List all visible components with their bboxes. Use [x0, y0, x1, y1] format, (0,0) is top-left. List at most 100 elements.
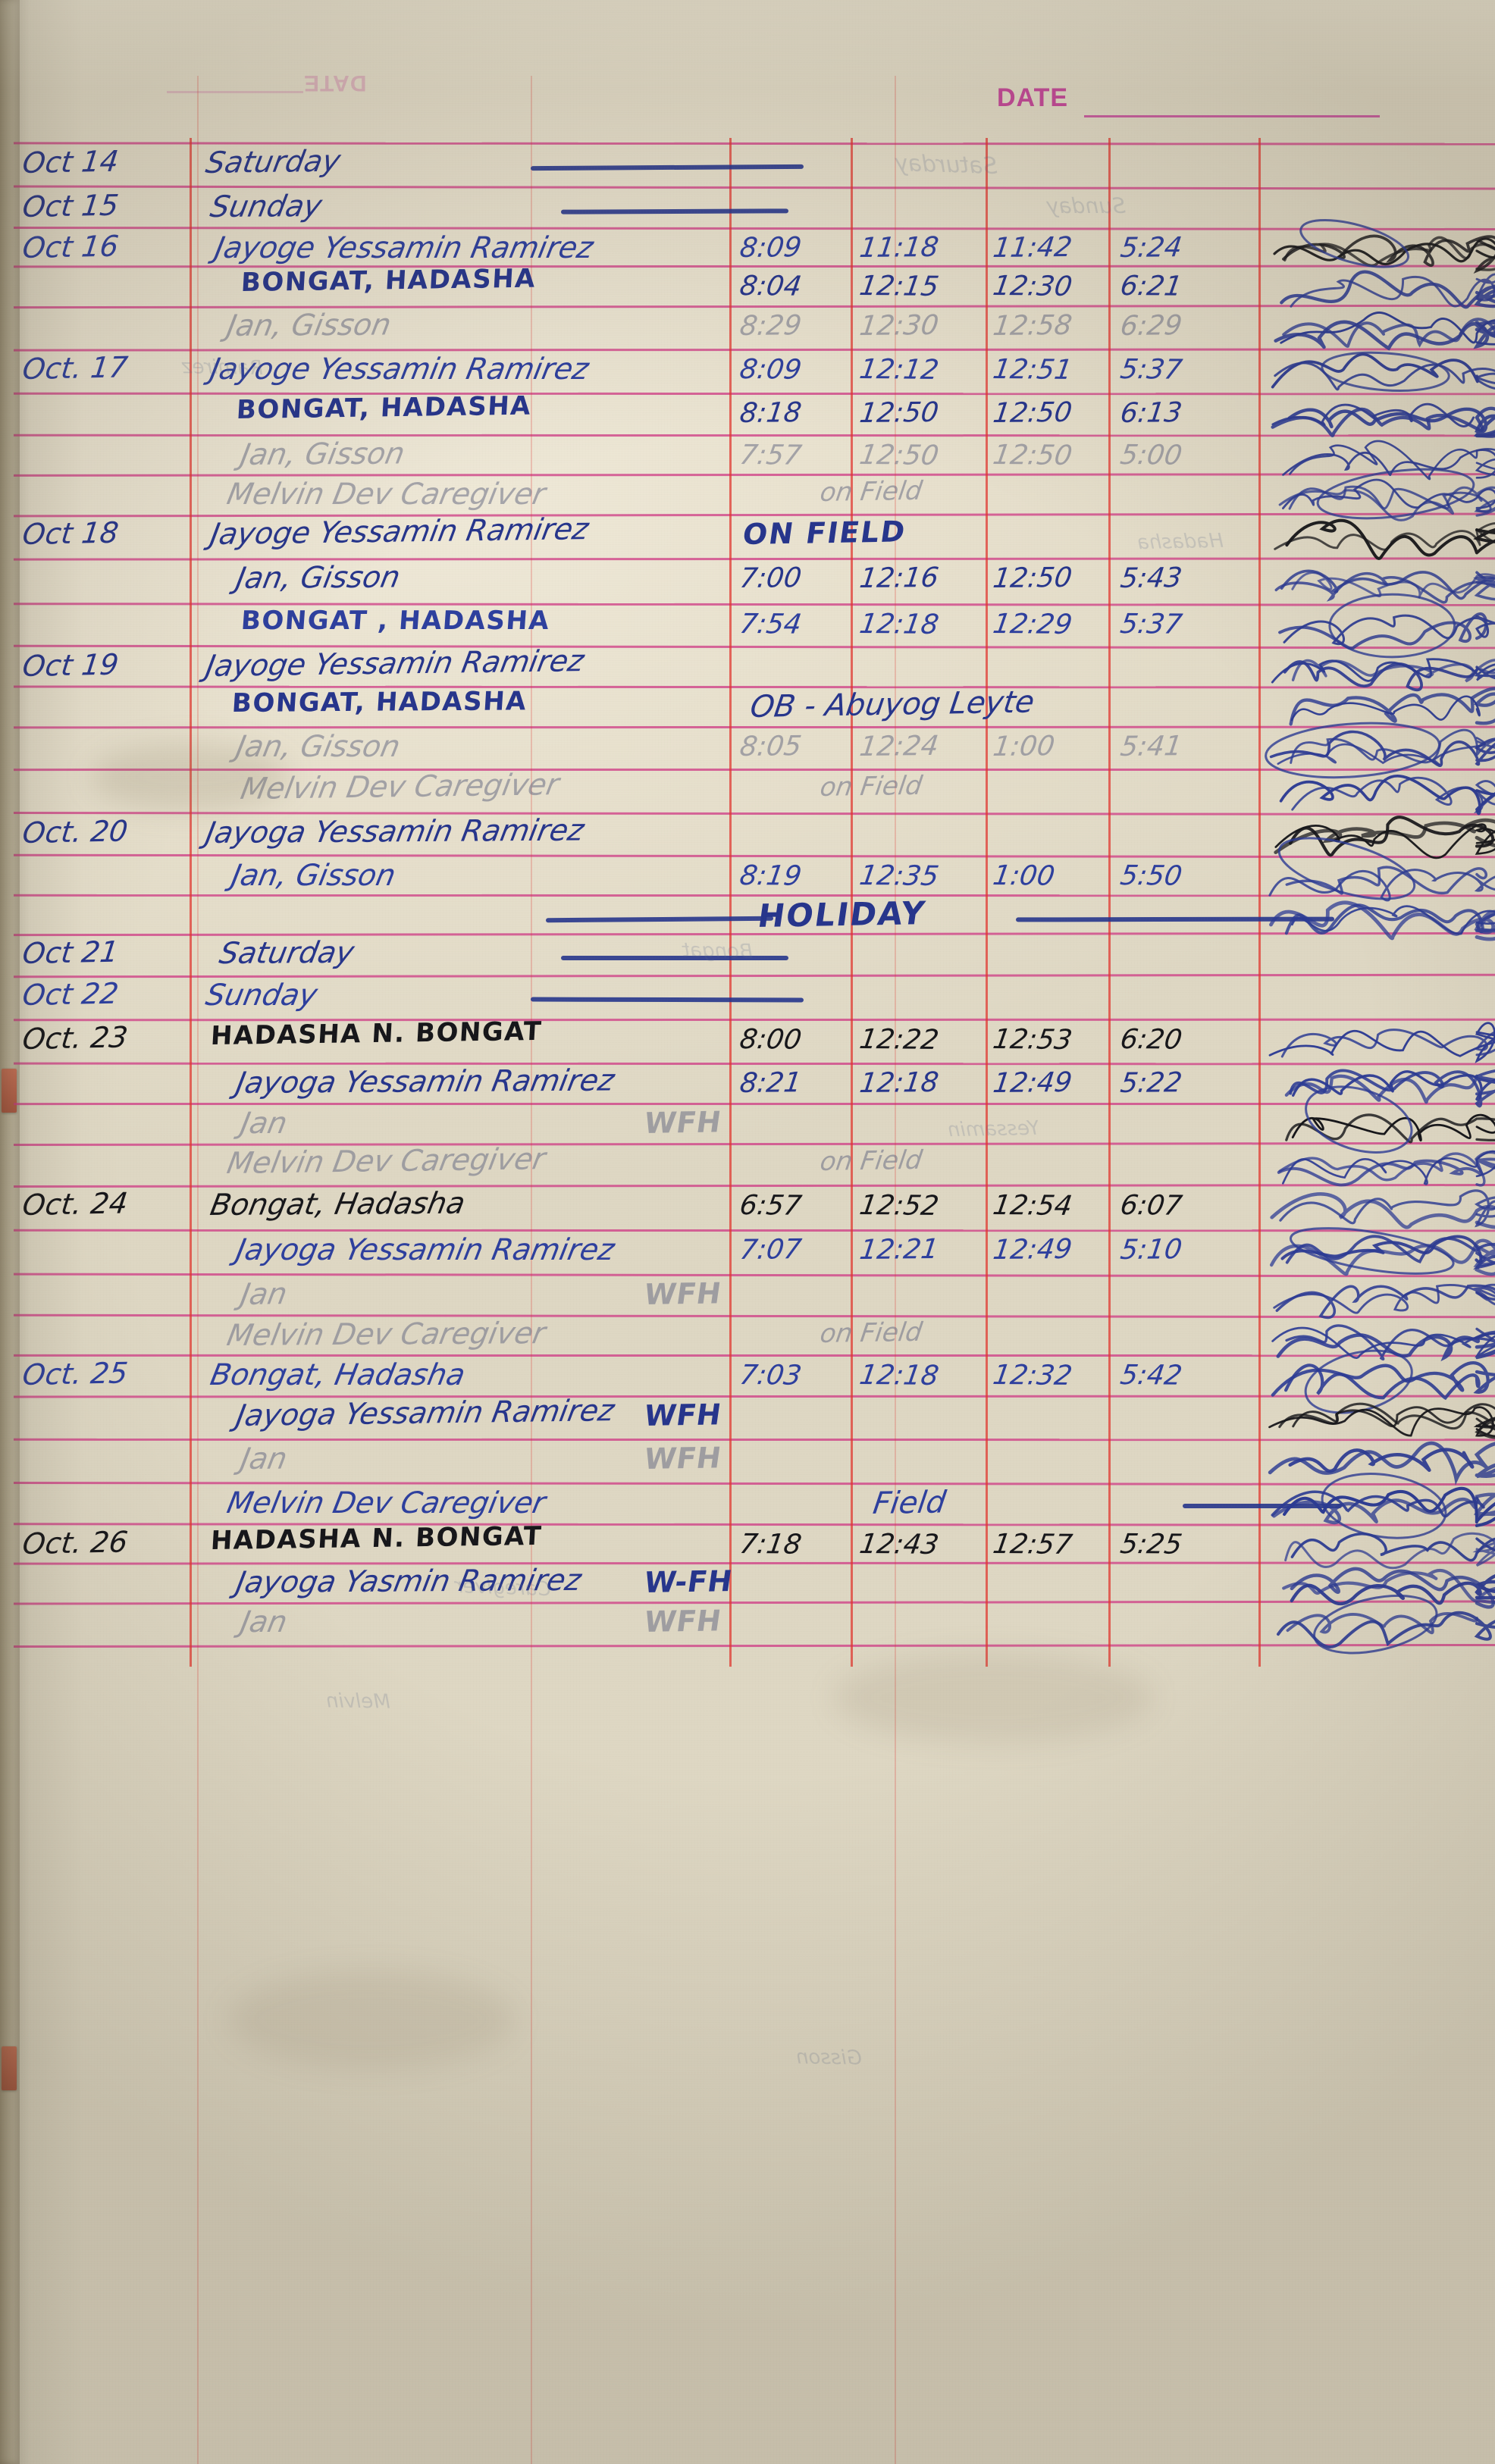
entry-note: OB - Abuyog Leyte: [748, 687, 1036, 723]
entry-name: Jayoga Yessamin Ramirez: [233, 1235, 616, 1265]
horizontal-rule: [14, 348, 1495, 351]
entry-date: Oct 21: [21, 938, 121, 969]
column-rule-faint: [895, 76, 896, 2464]
entry-name: Melvin Dev Caregiver: [224, 1144, 547, 1179]
entry-date: Oct 19: [21, 650, 121, 681]
signature-scribble: [1263, 1558, 1492, 1611]
entry-time-out-pm: 6:29: [1119, 312, 1184, 340]
entry-time-in-pm: 12:49: [992, 1236, 1073, 1264]
entry-note: on Field: [819, 1147, 924, 1174]
entry-name: Jayoga Yessamin Ramirez: [203, 816, 586, 849]
entry-time-in-am: 8:05: [738, 733, 804, 761]
entry-time-out-am: 12:24: [858, 733, 940, 761]
horizontal-rule: [14, 1439, 1495, 1441]
entry-name: BONGAT , HADASHA: [240, 608, 551, 634]
entry-time-in-pm: 12:50: [991, 442, 1073, 470]
entry-name: HADASHA N. BONGAT: [210, 1523, 543, 1554]
entry-name: Jan: [238, 1608, 290, 1637]
entry-time-in-am: 8:18: [738, 399, 804, 427]
entry-time-out-pm: 5:10: [1119, 1236, 1184, 1264]
entry-date: Oct. 17: [21, 352, 130, 384]
entry-name: Melvin Dev Caregiver: [238, 770, 561, 804]
horizontal-rule: [14, 557, 1495, 560]
date-header-label: DATE: [997, 83, 1068, 113]
entry-time-in-pm: 1:00: [991, 863, 1056, 891]
entry-time-in-am: 8:00: [738, 1026, 803, 1054]
entry-name: Sunday: [203, 981, 320, 1010]
entry-time-in-am: 7:54: [738, 611, 803, 639]
entry-note: on Field: [819, 478, 924, 506]
entry-time-out-am: 12:50: [857, 442, 940, 470]
horizontal-rule: [14, 1142, 1495, 1146]
horizontal-rule: [14, 434, 1495, 437]
horizontal-rule: [14, 227, 1495, 230]
entry-note: WFH: [642, 1108, 723, 1138]
entry-time-in-pm: 12:58: [992, 312, 1073, 340]
entry-time-in-pm: 12:50: [992, 565, 1073, 593]
signature-scribble: [1263, 1225, 1492, 1279]
entry-time-out-am: 12:22: [857, 1026, 940, 1054]
entry-time-in-am: 7:07: [738, 1236, 804, 1264]
entry-time-out-pm: 5:41: [1119, 733, 1184, 761]
signature-scribble: [1263, 344, 1492, 398]
horizontal-rule: [14, 1601, 1495, 1605]
entry-time-in-pm: 12:51: [991, 356, 1073, 384]
entry-name: BONGAT, HADASHA: [236, 393, 532, 423]
entry-name: Jan: [238, 1279, 289, 1310]
entry-time-out-am: 12:18: [858, 1069, 940, 1097]
entry-time-in-am: 7:03: [738, 1362, 803, 1390]
column-rule: [1258, 138, 1261, 1667]
signature-scribble: [1263, 764, 1492, 818]
signature-scribble: [1263, 808, 1492, 862]
entry-name: Melvin Dev Caregiver: [224, 1319, 547, 1351]
column-rule: [986, 138, 988, 1667]
entry-time-out-pm: 5:50: [1118, 863, 1183, 891]
entry-name: Jayoge Yessamin Ramirez: [208, 355, 591, 384]
signature-scribble: [1263, 1180, 1492, 1234]
horizontal-rule: [14, 305, 1495, 308]
logbook-page: DATE DATE Oct 14 Saturday Oct 15 Sunday Oct …: [0, 0, 1495, 2464]
entry-time-out-pm: 5:37: [1118, 356, 1183, 384]
horizontal-rule: [14, 1229, 1495, 1232]
entry-name: Jayoge Yessamin Ramirez: [208, 515, 591, 549]
paper-smudge: [227, 1971, 516, 2069]
entry-name: Saturday: [217, 938, 356, 969]
horizontal-rule: [14, 603, 1495, 606]
entry-name: BONGAT, HADASHA: [231, 688, 528, 716]
signature-scribble: [1263, 1014, 1492, 1068]
entry-time-out-am: 12:35: [857, 863, 940, 891]
entry-name: Jan: [238, 1444, 289, 1473]
horizontal-rule: [14, 1354, 1495, 1357]
pen-strike-line: [546, 916, 773, 922]
bleed-through-text: Bongat: [682, 939, 753, 963]
entry-name: Jayoge Yessamin Ramirez: [212, 233, 595, 263]
entry-time-in-pm: 11:42: [992, 233, 1073, 261]
entry-date: Oct 22: [21, 978, 121, 1010]
entry-date: Oct 14: [21, 146, 121, 177]
entry-name: Jayoga Yessamin Ramirez: [233, 1396, 616, 1431]
entry-time-out-am: 12:18: [857, 1362, 940, 1390]
column-rule: [1108, 138, 1111, 1667]
entry-time-out-am: 12:15: [857, 273, 940, 301]
entry-note: ON FIELD: [741, 518, 907, 549]
entry-note: Field: [871, 1487, 948, 1519]
horizontal-rule: [14, 725, 1495, 728]
entry-time-out-am: 12:52: [857, 1192, 940, 1220]
entry-time-in-am: 8:21: [738, 1069, 804, 1097]
entry-date: Oct. 26: [21, 1527, 130, 1558]
signature-scribble: [1263, 301, 1492, 355]
entry-time-out-pm: 6:13: [1119, 399, 1184, 427]
entry-time-in-am: 7:18: [738, 1531, 803, 1559]
horizontal-rule: [14, 812, 1495, 816]
entry-time-in-am: 8:04: [738, 273, 803, 301]
entry-time-out-am: 12:50: [858, 399, 940, 427]
entry-time-in-pm: 12:32: [991, 1362, 1073, 1390]
entry-note: WFH: [642, 1443, 723, 1473]
entry-name: Jan, Gisson: [233, 562, 402, 593]
pen-strike-line: [1183, 1504, 1342, 1508]
entry-time-in-pm: 12:30: [991, 273, 1073, 301]
horizontal-rule: [14, 1395, 1495, 1398]
entry-name: Bongat, Hadasha: [208, 1360, 467, 1390]
paper-smudge: [834, 1652, 1152, 1743]
horizontal-rule: [14, 1482, 1495, 1486]
